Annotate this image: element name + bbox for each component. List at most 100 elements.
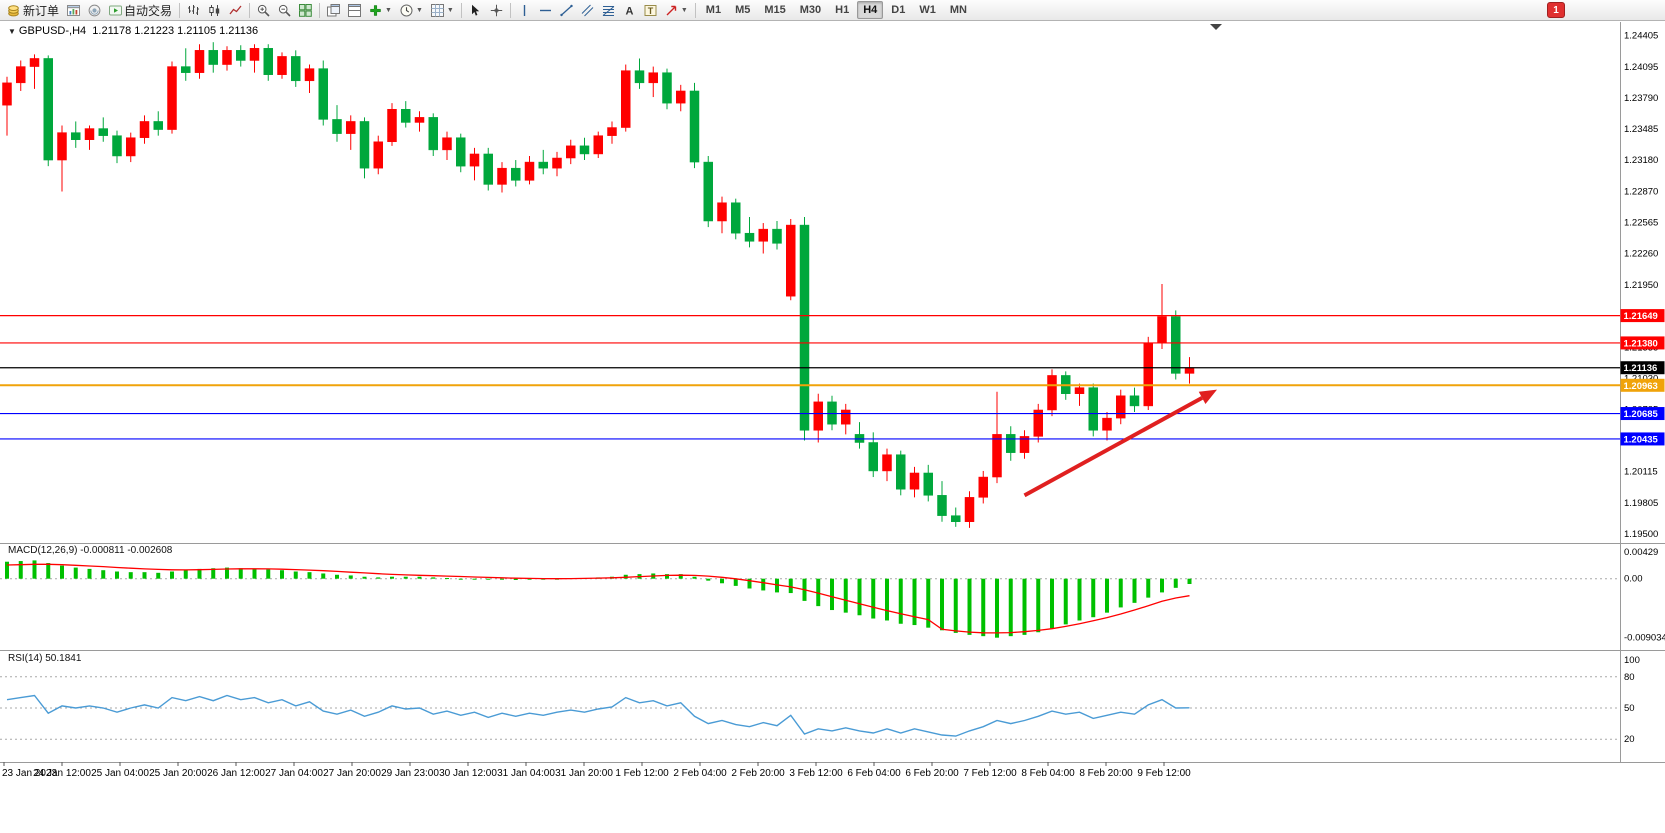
cursor-tool-button[interactable]: [465, 0, 486, 20]
timeframe-d1-button[interactable]: D1: [891, 4, 906, 16]
arrows-icon: [665, 4, 678, 17]
ohlc-quote: 1.21178 1.21223 1.21105 1.21136: [92, 25, 259, 37]
price-level-lines[interactable]: [0, 314, 1620, 440]
macd-title: MACD(12,26,9): [8, 545, 78, 556]
trend-arrow-annotation[interactable]: [1023, 389, 1218, 498]
price-axis-badges: 1.21649 1.21380 1.21136 1.20963 1.20685 1.204…: [1620, 309, 1665, 446]
auto-arrange-button[interactable]: [323, 0, 344, 20]
horizontal-line-tool-button[interactable]: [535, 0, 556, 20]
rsi-title: RSI(14): [8, 653, 43, 664]
macd-axis[interactable]: 0.00429 0.00 -0.009034: [1624, 547, 1665, 644]
tile-h-icon: [348, 3, 362, 17]
svg-text:50: 50: [1624, 703, 1635, 714]
text-a-icon: A: [623, 4, 636, 17]
dropdown-arrow-icon: ▼: [446, 6, 454, 14]
zoom-out-icon: [278, 4, 291, 17]
price-axis[interactable]: 1.24405 1.24095 1.23790 1.23485 1.23180 1.228…: [1624, 31, 1658, 540]
timeframe-m30-button[interactable]: M30: [799, 4, 822, 16]
timeframe-h1-button[interactable]: H1: [835, 4, 850, 16]
community-button[interactable]: [84, 0, 105, 20]
indicators-icon: [369, 4, 382, 17]
fibonacci-tool-button[interactable]: [598, 0, 619, 20]
crosshair-tool-button[interactable]: [486, 0, 507, 20]
cascade-icon: [327, 3, 341, 17]
timeframe-m15-button[interactable]: M15: [764, 4, 786, 16]
svg-text:100: 100: [1624, 655, 1640, 666]
arrange-windows-button[interactable]: [344, 0, 365, 20]
label-tool-button[interactable]: T: [640, 0, 661, 20]
tile-windows-button[interactable]: [295, 0, 316, 20]
toolbar-separator: [249, 2, 251, 18]
svg-text:26 Jan 12:00: 26 Jan 12:00: [207, 768, 265, 779]
channel-tool-button[interactable]: [577, 0, 598, 20]
line-chart-mode-button[interactable]: [225, 0, 246, 20]
svg-text:1.22260: 1.22260: [1624, 249, 1658, 260]
trendline-tool-button[interactable]: [556, 0, 577, 20]
timeframe-mn-button[interactable]: MN: [949, 4, 967, 16]
toolbar-separator: [509, 2, 511, 18]
svg-text:1.21649: 1.21649: [1624, 311, 1658, 322]
svg-text:20: 20: [1624, 734, 1635, 745]
svg-text:T: T: [648, 5, 654, 15]
period-selector-button[interactable]: ▼: [396, 0, 427, 20]
main-toolbar: 新订单 自动交易 ▼ ▼ ▼ A T ▼ M1 M5 M15 M30 H1 H4 D1 W1 MN 1: [0, 0, 1665, 21]
auto-trading-button[interactable]: 自动交易: [105, 0, 176, 20]
arrows-tool-button[interactable]: ▼: [661, 0, 692, 20]
toolbar-separator: [319, 2, 321, 18]
ohlc-bars-icon: [187, 4, 200, 17]
rsi-panel: [0, 676, 1620, 740]
svg-text:27 Jan 04:00: 27 Jan 04:00: [265, 768, 323, 779]
panel-dividers: [0, 22, 1665, 763]
svg-text:23 Jan 2023: 23 Jan 2023: [2, 768, 57, 779]
svg-text:29 Jan 23:00: 29 Jan 23:00: [381, 768, 439, 779]
templates-button[interactable]: ▼: [427, 0, 458, 20]
svg-text:0.00429: 0.00429: [1624, 547, 1658, 558]
svg-text:0.00: 0.00: [1624, 574, 1643, 585]
zoom-in-icon: [257, 4, 270, 17]
svg-text:1.24095: 1.24095: [1624, 62, 1658, 73]
svg-text:-0.009034: -0.009034: [1624, 633, 1665, 644]
svg-text:2 Feb 20:00: 2 Feb 20:00: [731, 768, 785, 779]
channel-icon: [581, 4, 594, 17]
zoom-in-button[interactable]: [253, 0, 274, 20]
notification-badge[interactable]: 1: [1547, 2, 1565, 18]
dropdown-arrow-icon: ▼: [680, 6, 688, 14]
svg-text:30 Jan 12:00: 30 Jan 12:00: [439, 768, 497, 779]
svg-text:7 Feb 12:00: 7 Feb 12:00: [963, 768, 1017, 779]
dropdown-arrow-icon: ▼: [415, 6, 423, 14]
chart-ohlc-header: ▼ GBPUSD-,H4 1.21178 1.21223 1.21105 1.21…: [8, 25, 258, 37]
svg-text:1.21380: 1.21380: [1624, 338, 1658, 349]
timeframe-w1-button[interactable]: W1: [919, 4, 936, 16]
timeframe-h4-button[interactable]: H4: [857, 1, 884, 19]
svg-text:1.19500: 1.19500: [1624, 529, 1658, 540]
new-order-label: 新订单: [23, 3, 60, 18]
indicators-list-button[interactable]: ▼: [365, 0, 396, 20]
svg-text:1.20963: 1.20963: [1624, 381, 1658, 392]
svg-text:1.24405: 1.24405: [1624, 31, 1658, 42]
charts-window-button[interactable]: [63, 0, 84, 20]
new-order-button[interactable]: 新订单: [4, 0, 63, 20]
svg-text:31 Jan 04:00: 31 Jan 04:00: [497, 768, 555, 779]
clock-icon: [400, 4, 413, 17]
vertical-line-tool-button[interactable]: [514, 0, 535, 20]
svg-text:1.22565: 1.22565: [1624, 218, 1658, 229]
svg-text:1.23180: 1.23180: [1624, 155, 1658, 166]
timeframe-m1-button[interactable]: M1: [705, 4, 722, 16]
dropdown-arrow-icon: ▼: [385, 6, 392, 14]
timeframe-m5-button[interactable]: M5: [735, 4, 751, 16]
svg-text:27 Jan 20:00: 27 Jan 20:00: [323, 768, 381, 779]
hline-icon: [539, 4, 552, 17]
one-click-trading-toggle[interactable]: ▼: [8, 27, 16, 36]
candles-layer: [2, 42, 1195, 528]
rsi-axis[interactable]: 100 80 50 20: [1624, 655, 1640, 745]
candlestick-mode-button[interactable]: [204, 0, 225, 20]
chart-shift-marker[interactable]: [1210, 24, 1222, 30]
text-tool-button[interactable]: A: [619, 0, 640, 20]
ohlc-bars-mode-button[interactable]: [183, 0, 204, 20]
community-icon: [88, 4, 101, 17]
zoom-out-button[interactable]: [274, 0, 295, 20]
svg-text:2 Feb 04:00: 2 Feb 04:00: [673, 768, 727, 779]
